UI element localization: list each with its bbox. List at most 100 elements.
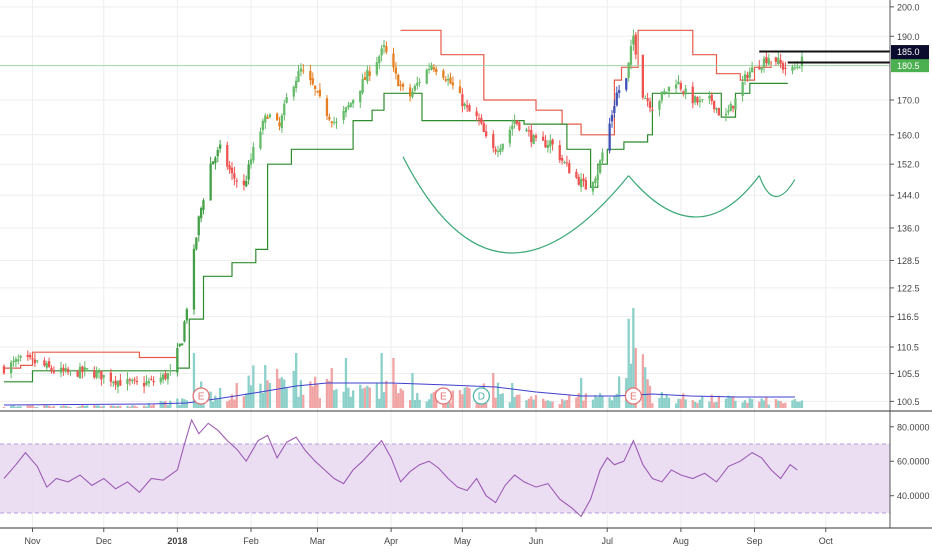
candle-body (216, 150, 219, 157)
candle-body (252, 146, 255, 161)
candle-body (102, 374, 105, 378)
candle-body (646, 98, 649, 102)
candle-body (760, 67, 763, 71)
candle-body (781, 63, 785, 70)
candle-body (36, 360, 39, 362)
volume-bar (285, 388, 288, 408)
volume-bar (64, 405, 67, 408)
volume-bar (496, 382, 500, 408)
candle-body (43, 360, 46, 366)
volume-bar (352, 390, 355, 408)
volume-bar (774, 399, 777, 408)
candle-body (777, 57, 780, 64)
volume-bar (52, 406, 55, 408)
volume-bar (665, 394, 668, 408)
candle-body (558, 145, 561, 161)
volume-bar (492, 373, 495, 408)
price-tick-label: 144.0 (897, 191, 920, 201)
volume-bar (601, 395, 604, 408)
candle-body (501, 143, 504, 150)
candle-body (682, 91, 685, 94)
candle-body (299, 68, 302, 72)
time-tick-label: Dec (96, 536, 113, 546)
candle-body (309, 70, 312, 81)
candle-body (26, 354, 29, 357)
volume-bar (732, 396, 735, 408)
volume-bar (349, 396, 352, 408)
volume-bar (546, 400, 549, 408)
candle-body (285, 97, 288, 103)
candle-layer (2, 29, 804, 394)
candle-body (575, 171, 578, 178)
candle-body (480, 117, 483, 124)
candle-body (743, 74, 747, 81)
candle-body (169, 370, 172, 372)
candle-body (214, 157, 217, 164)
candle-body (14, 359, 17, 363)
candle-body (359, 90, 362, 103)
candle-body (59, 367, 63, 373)
candle-body (112, 381, 115, 384)
candle-body (394, 67, 397, 74)
volume-bar (432, 391, 435, 408)
volume-bar (249, 385, 253, 408)
candle-body (765, 57, 768, 64)
volume-bar (162, 401, 165, 408)
candle-body (435, 68, 438, 73)
candle-body (691, 86, 694, 104)
candle-body (385, 46, 388, 52)
candle-body (527, 130, 530, 132)
volume-bar (551, 401, 554, 408)
volume-bar (796, 401, 799, 408)
volume-bar (741, 402, 744, 408)
volume-bar (31, 405, 34, 408)
candle-body (732, 105, 735, 109)
candle-body (366, 69, 369, 82)
volume-bar (729, 396, 732, 408)
candle-body (197, 216, 200, 236)
time-tick-label: Apr (384, 536, 398, 546)
volume-bar (126, 405, 129, 408)
volume-bar (97, 405, 101, 408)
volume-bar (584, 393, 587, 408)
volume-bar (245, 393, 248, 408)
candle-body (582, 178, 585, 181)
candle-body (95, 371, 98, 378)
candle-body (625, 78, 628, 90)
volume-bar (411, 373, 414, 408)
candle-body (511, 125, 514, 130)
volume-bar (800, 400, 804, 408)
candle-body (397, 74, 400, 87)
volume-bar (328, 380, 331, 408)
rsi-band (0, 444, 890, 513)
volume-bar (599, 393, 602, 408)
candle-body (347, 105, 350, 108)
volume-bar (527, 398, 530, 408)
candle-body (663, 91, 666, 94)
volume-bar (425, 401, 428, 408)
volume-bar (644, 367, 647, 408)
volume-ma-line (3, 382, 795, 406)
time-tick-label: Nov (24, 536, 41, 546)
price-tick-label: 160.0 (897, 130, 920, 140)
cup-arc (402, 156, 630, 254)
volume-bar (150, 405, 153, 408)
candle-body (311, 78, 314, 85)
candle-body (143, 383, 146, 387)
volume-bar (663, 398, 666, 408)
candle-body (109, 372, 112, 382)
volume-bar (261, 392, 264, 408)
volume-bar (451, 390, 454, 408)
candle-body (710, 94, 713, 102)
candle-body (93, 370, 96, 378)
event-marker (472, 387, 491, 405)
candle-body (542, 136, 545, 141)
volume-bar (247, 375, 250, 408)
candle-body (330, 121, 333, 124)
candle-body (135, 380, 139, 383)
volume-bar (743, 400, 747, 408)
volume-bar (525, 400, 528, 408)
